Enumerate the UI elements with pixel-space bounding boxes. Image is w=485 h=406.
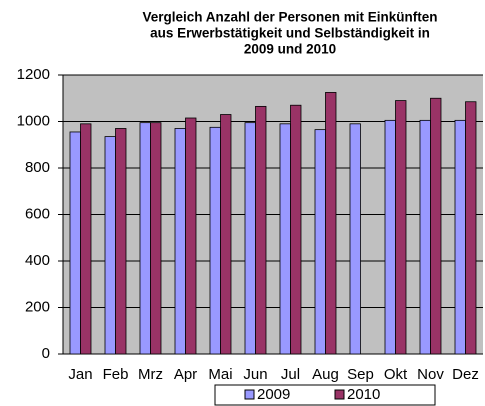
y-tick-label: 0 — [42, 345, 50, 362]
bar — [465, 101, 477, 355]
x-tick-label: Nov — [417, 366, 444, 383]
y-tick-label: 600 — [25, 205, 50, 222]
x-tick-label: Apr — [174, 366, 197, 383]
bar — [349, 123, 361, 355]
bar — [454, 119, 466, 355]
bar — [220, 114, 232, 355]
x-tick-label: Jan — [68, 366, 92, 383]
y-tick-label: 800 — [25, 159, 50, 176]
chart-title: Vergleich Anzahl der Personen mit Einkün… — [142, 10, 437, 25]
bar — [395, 100, 407, 355]
x-tick-label: Jun — [243, 366, 267, 383]
bar — [80, 123, 92, 355]
x-tick-label: Mai — [208, 366, 232, 383]
bar — [104, 136, 116, 355]
legend-swatch — [244, 389, 255, 400]
bar — [255, 105, 267, 355]
x-tick-label: Feb — [103, 366, 129, 383]
bar — [419, 119, 431, 355]
y-tick-label: 200 — [25, 298, 50, 315]
bar — [115, 128, 127, 355]
legend-label: 2009 — [257, 386, 290, 403]
bar — [69, 131, 81, 355]
x-tick-label: Aug — [312, 366, 339, 383]
legend-label: 2010 — [347, 386, 380, 403]
y-tick-label: 1200 — [17, 66, 50, 83]
legend-swatch — [334, 389, 345, 400]
bar — [209, 126, 221, 355]
x-tick-label: Dez — [452, 366, 479, 383]
x-tick-label: Mrz — [138, 366, 163, 383]
y-tick-label: 400 — [25, 252, 50, 269]
bar — [244, 122, 256, 355]
legend-box — [214, 384, 436, 406]
bar — [314, 129, 326, 355]
chart-title: 2009 und 2010 — [244, 42, 336, 57]
chart-title: aus Erwerbstätigkeit und Selbständigkeit… — [150, 26, 430, 41]
bar — [430, 97, 442, 355]
bar — [384, 119, 396, 355]
bar — [290, 104, 302, 355]
x-tick-label: Sep — [347, 366, 374, 383]
y-tick-label: 1000 — [17, 112, 50, 129]
bar — [150, 122, 162, 355]
bar — [185, 117, 197, 355]
bar — [279, 123, 291, 355]
x-tick-label: Jul — [281, 366, 300, 383]
bar — [174, 128, 186, 355]
bar — [139, 122, 151, 355]
x-tick-label: Okt — [384, 366, 408, 383]
bar — [325, 92, 337, 355]
